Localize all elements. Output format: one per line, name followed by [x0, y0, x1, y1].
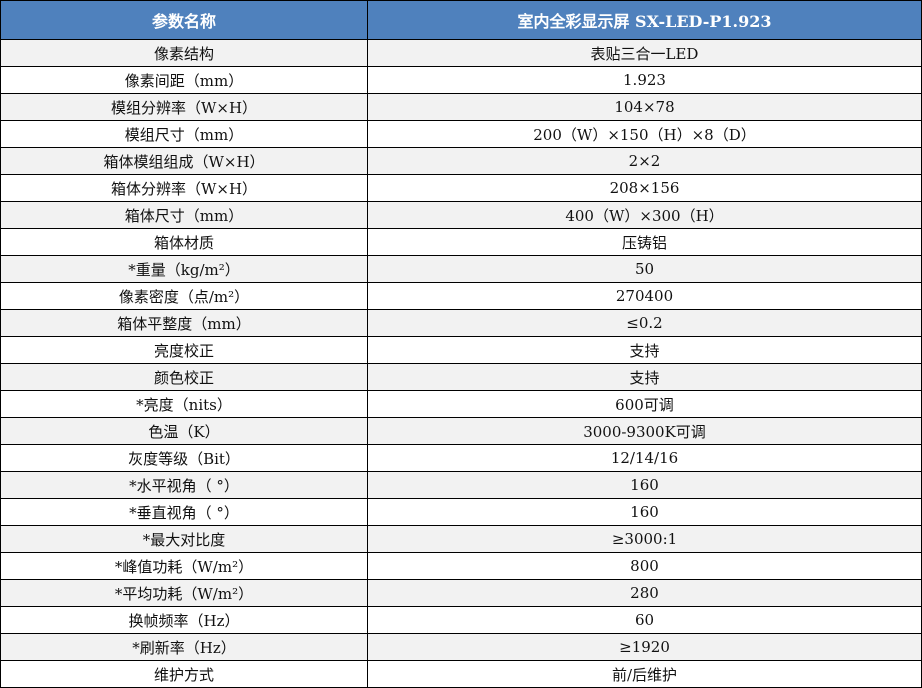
param-name-cell: 像素密度（点/m²）: [0, 282, 368, 310]
table-row: *最大对比度 ≥3000:1: [0, 525, 922, 553]
param-name-cell: 亮度校正: [0, 336, 368, 364]
param-name-cell: 颜色校正: [0, 363, 368, 391]
param-value-cell: 3000-9300K可调: [367, 417, 922, 445]
param-value-cell: 208×156: [367, 174, 922, 202]
param-name-cell: 像素结构: [0, 39, 368, 67]
header-row: 参数名称 室内全彩显示屏 SX-LED-P1.923: [0, 0, 922, 40]
table-row: 箱体材质 压铸铝: [0, 228, 922, 256]
table-row: *重量（kg/m²） 50: [0, 255, 922, 283]
table-row: 灰度等级（Bit） 12/14/16: [0, 444, 922, 472]
header-product: 室内全彩显示屏 SX-LED-P1.923: [367, 0, 922, 40]
table-row: 换帧频率（Hz） 60: [0, 606, 922, 634]
table-row: 模组分辨率（W×H） 104×78: [0, 93, 922, 121]
param-name-cell: 换帧频率（Hz）: [0, 606, 368, 634]
param-value-cell: 270400: [367, 282, 922, 310]
table-row: *平均功耗（W/m²） 280: [0, 579, 922, 607]
table-row: 箱体分辨率（W×H） 208×156: [0, 174, 922, 202]
param-name-cell: 灰度等级（Bit）: [0, 444, 368, 472]
param-name-cell: 模组尺寸（mm）: [0, 120, 368, 148]
param-value-cell: 200（W）×150（H）×8（D）: [367, 120, 922, 148]
param-value-cell: 前/后维护: [367, 660, 922, 688]
table-row: 像素结构 表贴三合一LED: [0, 39, 922, 67]
table-row: 箱体模组组成（W×H） 2×2: [0, 147, 922, 175]
table-row: 颜色校正 支持: [0, 363, 922, 391]
param-name-cell: 箱体模组组成（W×H）: [0, 147, 368, 175]
param-name-cell: *最大对比度: [0, 525, 368, 553]
param-value-cell: ≥1920: [367, 633, 922, 661]
param-name-cell: 色温（K）: [0, 417, 368, 445]
param-name-cell: *峰值功耗（W/m²）: [0, 552, 368, 580]
param-value-cell: 60: [367, 606, 922, 634]
param-value-cell: 160: [367, 498, 922, 526]
param-value-cell: 2×2: [367, 147, 922, 175]
table-row: *垂直视角（ °） 160: [0, 498, 922, 526]
param-value-cell: 支持: [367, 363, 922, 391]
table-row: 色温（K） 3000-9300K可调: [0, 417, 922, 445]
table-row: 亮度校正 支持: [0, 336, 922, 364]
param-name-cell: *水平视角（ °）: [0, 471, 368, 499]
table-row: 箱体平整度（mm） ≤0.2: [0, 309, 922, 337]
table-row: 箱体尺寸（mm） 400（W）×300（H）: [0, 201, 922, 229]
param-name-cell: *垂直视角（ °）: [0, 498, 368, 526]
param-name-cell: *亮度（nits）: [0, 390, 368, 418]
param-name-cell: 箱体平整度（mm）: [0, 309, 368, 337]
param-value-cell: 压铸铝: [367, 228, 922, 256]
param-name-cell: 维护方式: [0, 660, 368, 688]
param-value-cell: 800: [367, 552, 922, 580]
header-param-name: 参数名称: [0, 0, 368, 40]
param-name-cell: 模组分辨率（W×H）: [0, 93, 368, 121]
param-value-cell: 104×78: [367, 93, 922, 121]
param-name-cell: *刷新率（Hz）: [0, 633, 368, 661]
param-value-cell: 160: [367, 471, 922, 499]
table-row: 维护方式 前/后维护: [0, 660, 922, 688]
table-row: *水平视角（ °） 160: [0, 471, 922, 499]
param-name-cell: *重量（kg/m²）: [0, 255, 368, 283]
param-name-cell: *平均功耗（W/m²）: [0, 579, 368, 607]
param-value-cell: 1.923: [367, 66, 922, 94]
param-value-cell: 400（W）×300（H）: [367, 201, 922, 229]
param-value-cell: 50: [367, 255, 922, 283]
param-name-cell: 箱体分辨率（W×H）: [0, 174, 368, 202]
param-value-cell: 12/14/16: [367, 444, 922, 472]
table-row: *峰值功耗（W/m²） 800: [0, 552, 922, 580]
table-row: *刷新率（Hz） ≥1920: [0, 633, 922, 661]
param-name-cell: 箱体材质: [0, 228, 368, 256]
param-value-cell: ≥3000:1: [367, 525, 922, 553]
param-name-cell: 箱体尺寸（mm）: [0, 201, 368, 229]
table-row: 像素间距（mm） 1.923: [0, 66, 922, 94]
table-row: *亮度（nits） 600可调: [0, 390, 922, 418]
param-value-cell: 280: [367, 579, 922, 607]
param-value-cell: ≤0.2: [367, 309, 922, 337]
param-value-cell: 600可调: [367, 390, 922, 418]
param-value-cell: 支持: [367, 336, 922, 364]
table-row: 像素密度（点/m²） 270400: [0, 282, 922, 310]
param-value-cell: 表贴三合一LED: [367, 39, 922, 67]
param-name-cell: 像素间距（mm）: [0, 66, 368, 94]
table-row: 模组尺寸（mm） 200（W）×150（H）×8（D）: [0, 120, 922, 148]
